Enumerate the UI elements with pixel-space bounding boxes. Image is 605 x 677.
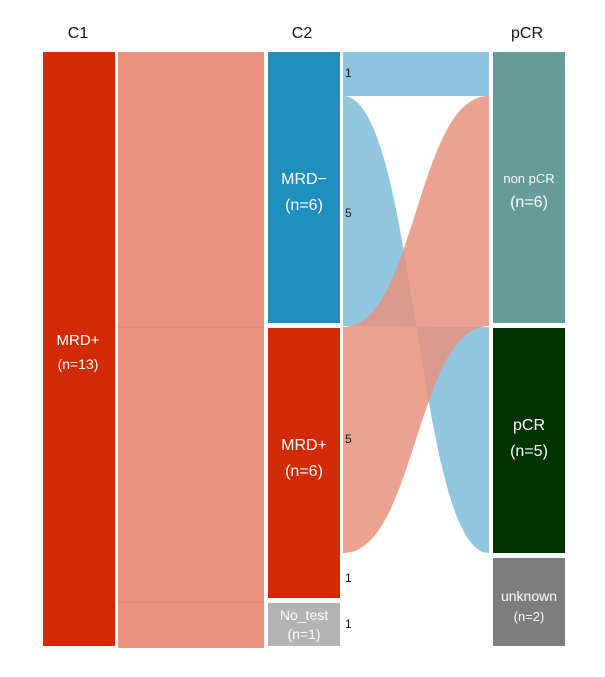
flow-label: 5 <box>345 206 352 220</box>
flow-c1-to-c2-mrd-neg <box>118 52 264 327</box>
flow-c1-to-c2-mrd-pos <box>118 327 264 602</box>
flow-label: 1 <box>345 66 352 80</box>
node-count: (n=2) <box>514 609 545 624</box>
node-label: pCR <box>513 417 545 434</box>
node-count: (n=6) <box>285 197 323 214</box>
node-c1-mrd-pos <box>43 52 115 646</box>
flow-mrd-neg-to-unknown <box>343 52 489 96</box>
flow-label: 5 <box>345 432 352 446</box>
node-c2-no-test <box>268 603 340 646</box>
node-count: (n=6) <box>285 463 323 480</box>
node-pcr-pcr <box>493 328 565 553</box>
flow-label: 1 <box>345 617 352 631</box>
node-label: MRD− <box>281 171 327 188</box>
node-count: (n=13) <box>58 356 99 372</box>
column-header-pcr: pCR <box>511 25 543 42</box>
node-count: (n=6) <box>510 194 548 211</box>
node-c2-mrd-pos <box>268 328 340 598</box>
column-header-c2: C2 <box>292 25 313 42</box>
node-count: (n=1) <box>287 626 320 642</box>
column-header-c1: C1 <box>68 25 89 42</box>
node-pcr-unknown <box>493 558 565 646</box>
node-label: MRD+ <box>57 332 100 349</box>
flow-c1-to-c2-no-test <box>118 602 264 648</box>
flow-mrd-pos-to-non-pcr <box>343 96 489 553</box>
node-pcr-non-pcr <box>493 52 565 323</box>
node-label: No_test <box>280 607 328 623</box>
flow-label: 1 <box>345 571 352 585</box>
node-label: unknown <box>501 588 557 604</box>
node-label: non pCR <box>503 171 554 186</box>
node-c2-mrd-neg <box>268 52 340 323</box>
node-count: (n=5) <box>510 443 548 460</box>
node-label: MRD+ <box>281 437 327 454</box>
